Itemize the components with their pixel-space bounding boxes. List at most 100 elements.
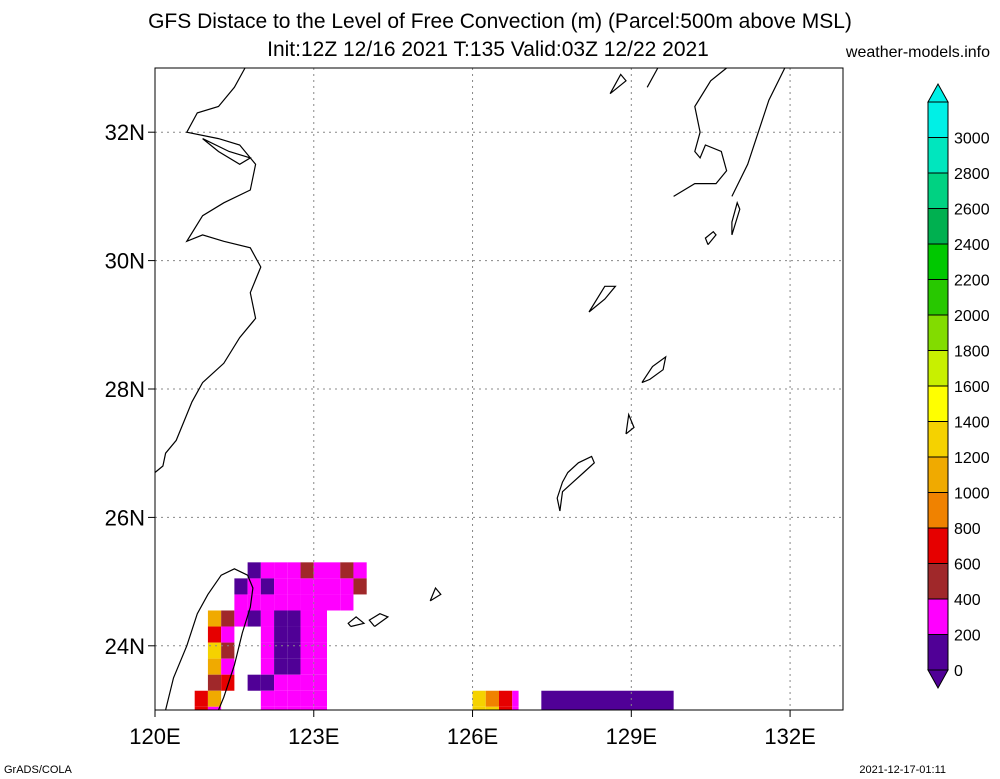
shaded-cell [207,674,222,691]
shaded-cell [300,658,314,675]
shaded-cell [472,706,486,710]
shaded-cell [313,642,327,659]
shaded-cell [194,690,208,707]
shaded-cell [274,642,288,659]
shaded-cell [260,610,275,627]
shaded-cell [221,642,235,659]
coastline [704,230,717,245]
shaded-cell [300,562,314,579]
shaded-cell [313,706,327,710]
shaded-cell [327,594,341,611]
colorbar-label: 0 [954,663,963,680]
map-title: GFS Distace to the Level of Free Convect… [148,10,852,33]
colorbar-label: 1200 [954,450,990,467]
colorbar-swatch [927,279,949,316]
shaded-cell [287,658,301,675]
colorbar-swatch [927,137,949,174]
shaded-cell [300,690,314,707]
shaded-cell [274,578,288,595]
shaded-cell [260,578,275,595]
colorbar-swatch [927,563,949,600]
coastline [625,412,635,435]
colorbar-label: 2400 [954,237,990,254]
shaded-cell [300,578,314,595]
colorbar-label: 2600 [954,202,990,219]
shaded-cell [287,706,301,710]
shaded-cell [300,626,314,643]
shaded-cell [287,594,301,611]
coastline [641,355,667,384]
shaded-cell [313,562,327,579]
tick-label-lat: 30N [105,249,145,274]
coastline [202,138,252,166]
colorbar-swatch [927,598,949,635]
shaded-cell [313,690,327,707]
coastline [217,574,254,711]
shaded-cell [499,706,513,710]
shaded-cell [485,706,499,710]
coastline [673,67,728,197]
shaded-cell [260,626,275,643]
shaded-cell [247,674,261,691]
colorbar-label: 2000 [954,308,990,325]
shaded-cell [221,626,235,643]
tick-label-lon: 132E [764,724,815,749]
shaded-cell [327,578,341,595]
shaded-cell [221,658,235,675]
tick-label-lon: 120E [129,724,180,749]
shaded-cell [260,594,275,611]
colorbar-swatch [927,421,949,458]
shaded-cell [274,562,288,579]
colorbar-label: 1600 [954,379,990,396]
footer-timestamp: 2021-12-17-01:11 [859,764,946,776]
colorbar-swatch [927,385,949,422]
coastline [731,200,741,236]
shaded-cell [247,610,261,627]
shaded-cell [221,674,235,691]
shaded-cell [313,674,327,691]
shaded-cell [207,706,222,710]
colorbar-label: 2800 [954,166,990,183]
shaded-cell [287,674,301,691]
shaded-cell [287,642,301,659]
colorbar-label: 1400 [954,415,990,432]
shaded-cell [300,674,314,691]
shaded-cell [313,594,327,611]
shaded-cell [353,578,367,595]
shaded-cell [274,594,288,611]
colorbar-swatch [927,492,949,529]
coastline [556,455,596,512]
shaded-cell [260,562,275,579]
coastline [165,568,248,711]
shaded-cell [234,610,248,627]
shaded-cell [287,690,301,707]
tick-label-lon: 126E [447,724,498,749]
shaded-cell [274,690,288,707]
shaded-cell [207,658,222,675]
shaded-cell [300,610,314,627]
shaded-cell [207,690,222,707]
shaded-cell [274,706,288,710]
shaded-cell [340,578,354,595]
shaded-cell [274,626,288,643]
colorbar-label: 1000 [954,486,990,503]
shaded-cell [274,674,288,691]
shaded-cell [207,610,222,627]
shaded-cell [512,690,519,707]
axis-ticks: 120E 123E 126E 129E 132E 24N 26N 28N 30N 32N [105,120,816,749]
shaded-cell [313,610,327,627]
map-subtitle: Init:12Z 12/16 2021 T:135 Valid:03Z 12/2… [267,38,709,61]
shaded-cell [247,562,261,579]
shaded-cell [287,578,301,595]
grid-layer [155,68,843,710]
coastline [609,73,627,95]
shaded-cell [287,610,301,627]
coastline [347,616,366,628]
colorbar-swatch [927,456,949,493]
shaded-cell [327,562,341,579]
shaded-cell [260,642,275,659]
tick-label-lon: 123E [288,724,339,749]
shaded-cell [340,562,354,579]
footer-software: GrADS/COLA [4,764,72,776]
tick-label-lat: 24N [105,634,145,659]
